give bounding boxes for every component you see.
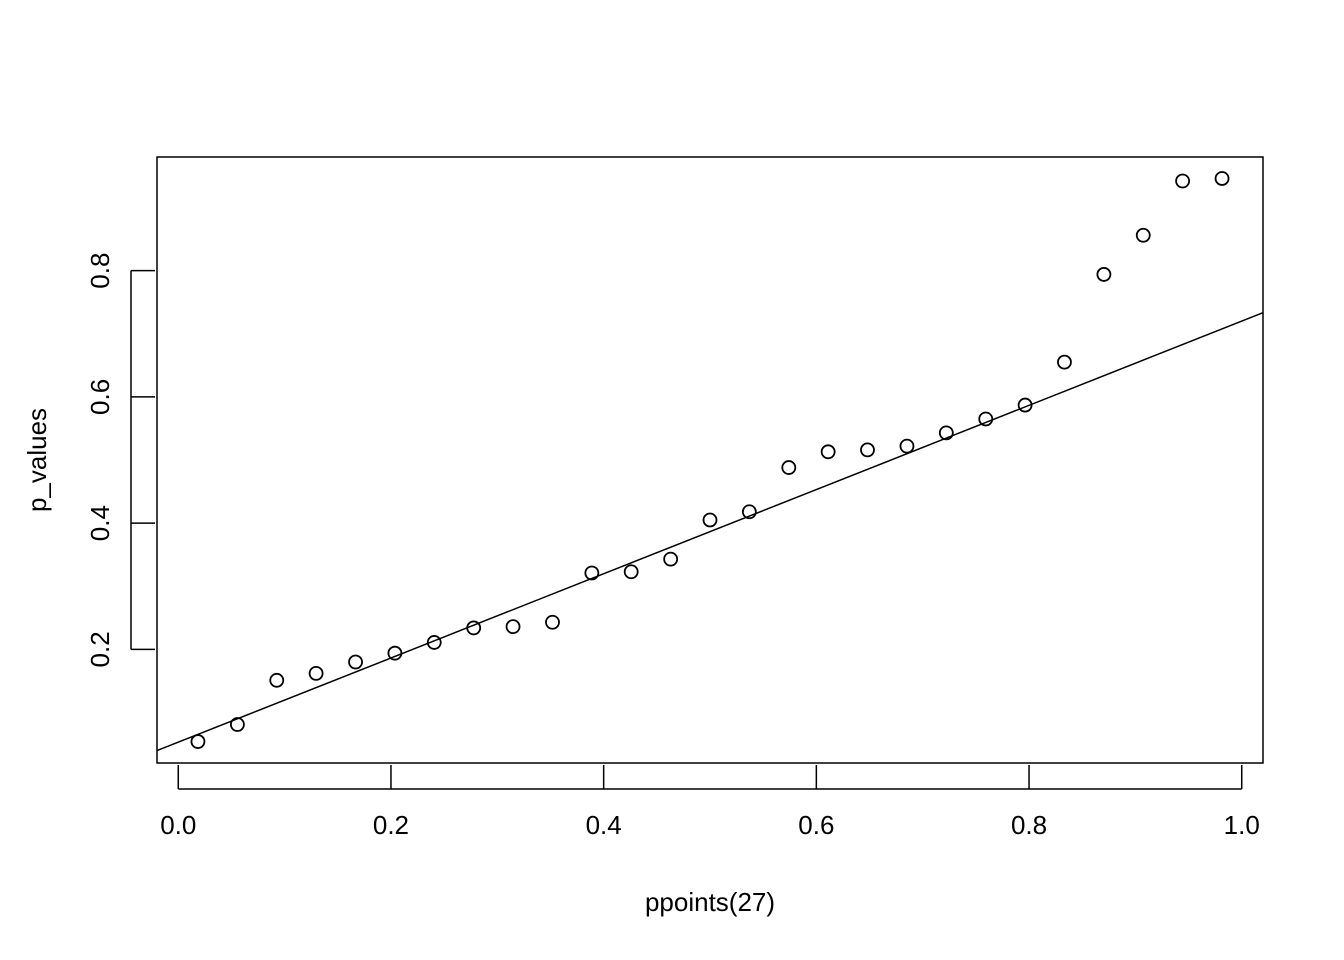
data-point (387, 645, 403, 661)
y-tick-label: 0.2 (85, 631, 115, 667)
data-point (781, 460, 797, 475)
data-point (899, 438, 915, 454)
data-point (938, 425, 954, 441)
data-point (229, 717, 245, 732)
data-point (308, 665, 324, 681)
data-point (741, 504, 757, 520)
data-point (978, 411, 994, 427)
data-point (584, 565, 600, 581)
data-point (1096, 267, 1112, 282)
x-tick-label: 0.4 (586, 810, 622, 840)
x-tick-label: 1.0 (1224, 810, 1260, 840)
data-point (702, 512, 718, 528)
data-point (190, 734, 206, 749)
y-tick-label: 0.8 (85, 253, 115, 289)
reference-line-group (156, 312, 1264, 752)
data-point (466, 620, 482, 636)
x-tick-label: 0.0 (160, 810, 196, 840)
data-point (623, 564, 639, 580)
data-point (1214, 171, 1230, 186)
x-tick-label: 0.8 (1011, 810, 1047, 840)
y-tick-label: 0.4 (85, 505, 115, 541)
data-point (820, 444, 836, 460)
x-tick-label: 0.6 (798, 810, 834, 840)
data-point (269, 672, 285, 688)
y-tick-label: 0.6 (85, 379, 115, 415)
data-points (190, 171, 1230, 749)
data-point (348, 654, 363, 670)
data-point (663, 551, 679, 567)
data-point (1175, 173, 1191, 189)
data-point (505, 619, 521, 635)
reference-line (156, 312, 1264, 752)
data-point (860, 442, 875, 458)
data-point (426, 635, 442, 650)
data-point (545, 614, 560, 630)
data-point (1135, 227, 1151, 243)
x-axis-title: ppoints(27) (645, 887, 775, 917)
data-point (1017, 397, 1033, 413)
plot-frame (156, 156, 1264, 764)
x-tick-label: 0.2 (373, 810, 409, 840)
y-axis-title: p_values (22, 408, 52, 512)
y-axis: 0.2 0.4 0.6 0.8 (85, 253, 155, 667)
x-axis: 0.0 0.2 0.4 0.6 0.8 1.0 (160, 765, 1260, 840)
data-point (1057, 354, 1072, 370)
